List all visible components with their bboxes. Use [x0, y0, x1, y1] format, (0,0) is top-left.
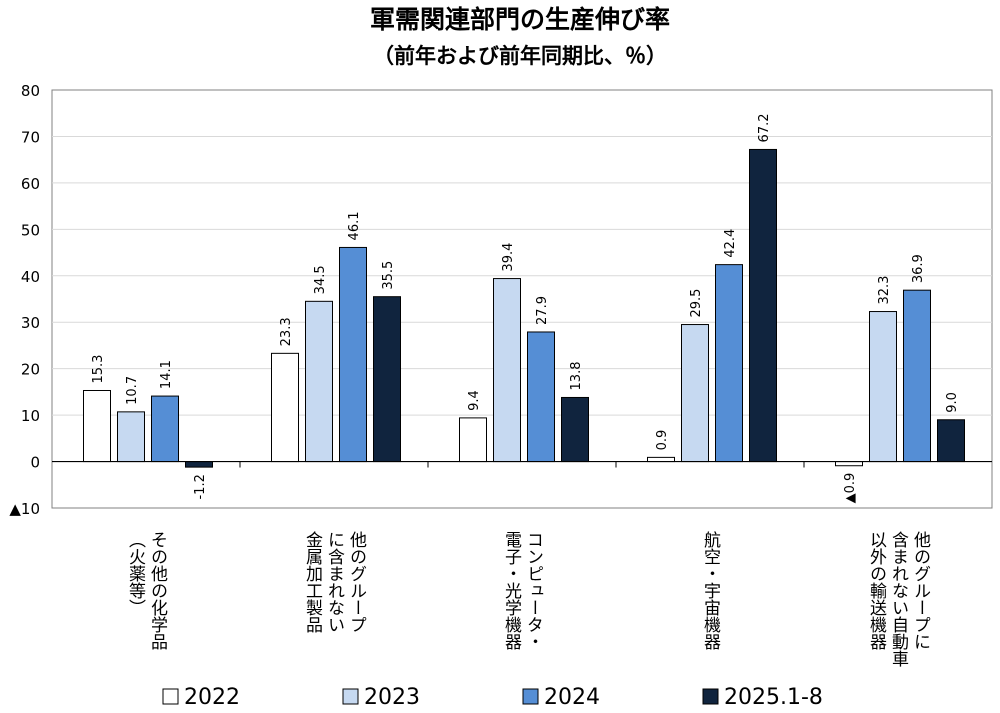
data-label: 14.1 — [159, 360, 174, 389]
bar-2023 — [117, 411, 145, 463]
chart-title: 軍需関連部門の生産伸び率 — [370, 5, 670, 34]
bar-2024 — [339, 246, 367, 463]
data-label: 9.0 — [945, 392, 960, 413]
bar-2023 — [681, 324, 709, 463]
data-label: 35.5 — [381, 261, 396, 290]
y-tick-label: 30 — [21, 314, 40, 332]
y-tick-label: 40 — [21, 268, 40, 286]
category-label: に含まれない — [324, 531, 345, 633]
bar-2025.1-8 — [185, 461, 213, 468]
data-labels: 15.3 23.3 9.4 0.9 ▲0.9 10.7 34.5 39.4 29.5 32.3 14… — [91, 113, 960, 503]
data-label: -1.2 — [193, 474, 208, 499]
category-label: 航空・宇宙機器 — [700, 531, 721, 650]
category-label: 他のグループ — [346, 531, 367, 633]
category-label: 他のグループに — [910, 531, 931, 650]
category-label: 金属加工製品 — [302, 531, 323, 633]
bar-2022 — [271, 352, 299, 463]
y-tick-label: 70 — [21, 128, 40, 146]
legend: 2022 2023 2024 2025.1-8 — [162, 685, 823, 710]
bar-2024 — [527, 331, 555, 463]
bar-2025.1-8 — [561, 396, 589, 463]
bar-2022 — [647, 456, 675, 463]
y-axis: 80 70 60 50 40 30 20 10 0 ▲10 — [9, 82, 40, 518]
bar-2022 — [835, 461, 863, 467]
y-tick-label: 80 — [21, 82, 40, 100]
y-tick-label: ▲10 — [9, 500, 40, 518]
data-label: 9.4 — [467, 390, 482, 411]
bar-2024 — [903, 289, 931, 463]
data-label: 46.1 — [347, 211, 362, 240]
legend-swatch-2025.1-8 — [702, 688, 719, 705]
data-label: 0.9 — [655, 430, 670, 451]
data-label: 42.4 — [723, 229, 738, 258]
data-label: 67.2 — [757, 113, 772, 142]
legend-label: 2025.1-8 — [724, 685, 823, 710]
gridlines — [52, 135, 992, 416]
bar-2025.1-8 — [373, 296, 401, 463]
y-tick-label: 60 — [21, 175, 40, 193]
bar-2022 — [459, 417, 487, 463]
data-label: 32.3 — [877, 276, 892, 305]
bars — [83, 148, 965, 468]
data-label: 34.5 — [313, 265, 328, 294]
category-label: その他の化学品 — [147, 531, 168, 650]
legend-label: 2024 — [544, 685, 600, 710]
category-label: 電子・光学機器 — [501, 531, 522, 650]
bar-2023 — [305, 300, 333, 463]
data-label: 13.8 — [569, 362, 584, 391]
y-tick-label: 50 — [21, 221, 40, 239]
y-tick-label: 0 — [30, 454, 40, 472]
category-label: 以外の輸送機器 — [866, 531, 887, 650]
data-label: 15.3 — [91, 355, 106, 384]
data-label: 10.7 — [125, 376, 140, 405]
category-label: 含まれない自動車 — [888, 531, 909, 667]
data-label: 36.9 — [911, 254, 926, 283]
legend-swatch-2023 — [342, 688, 359, 705]
y-tick-label: 10 — [21, 407, 40, 425]
data-label: ▲0.9 — [843, 473, 858, 504]
data-label: 27.9 — [535, 296, 550, 325]
bar-2023 — [869, 311, 897, 463]
legend-label: 2023 — [364, 685, 420, 710]
bar-2025.1-8 — [749, 148, 777, 463]
bar-2025.1-8 — [937, 419, 965, 463]
category-label: （火薬等） — [125, 531, 146, 616]
bar-2022 — [83, 389, 111, 463]
category-label: コンピュータ・ — [523, 531, 543, 650]
bar-2024 — [151, 395, 179, 463]
bar-2024 — [715, 264, 743, 463]
legend-label: 2022 — [184, 685, 240, 710]
zero-axis — [52, 460, 992, 468]
legend-swatch-2024 — [522, 688, 539, 705]
data-label: 29.5 — [689, 289, 704, 318]
legend-swatch-2022 — [162, 688, 179, 705]
chart-subtitle: （前年および前年同期比、％） — [373, 44, 667, 68]
plot-area — [51, 89, 993, 509]
y-tick-label: 20 — [21, 361, 40, 379]
data-label: 23.3 — [279, 317, 294, 346]
data-label: 39.4 — [501, 243, 516, 272]
bar-2023 — [493, 278, 521, 463]
